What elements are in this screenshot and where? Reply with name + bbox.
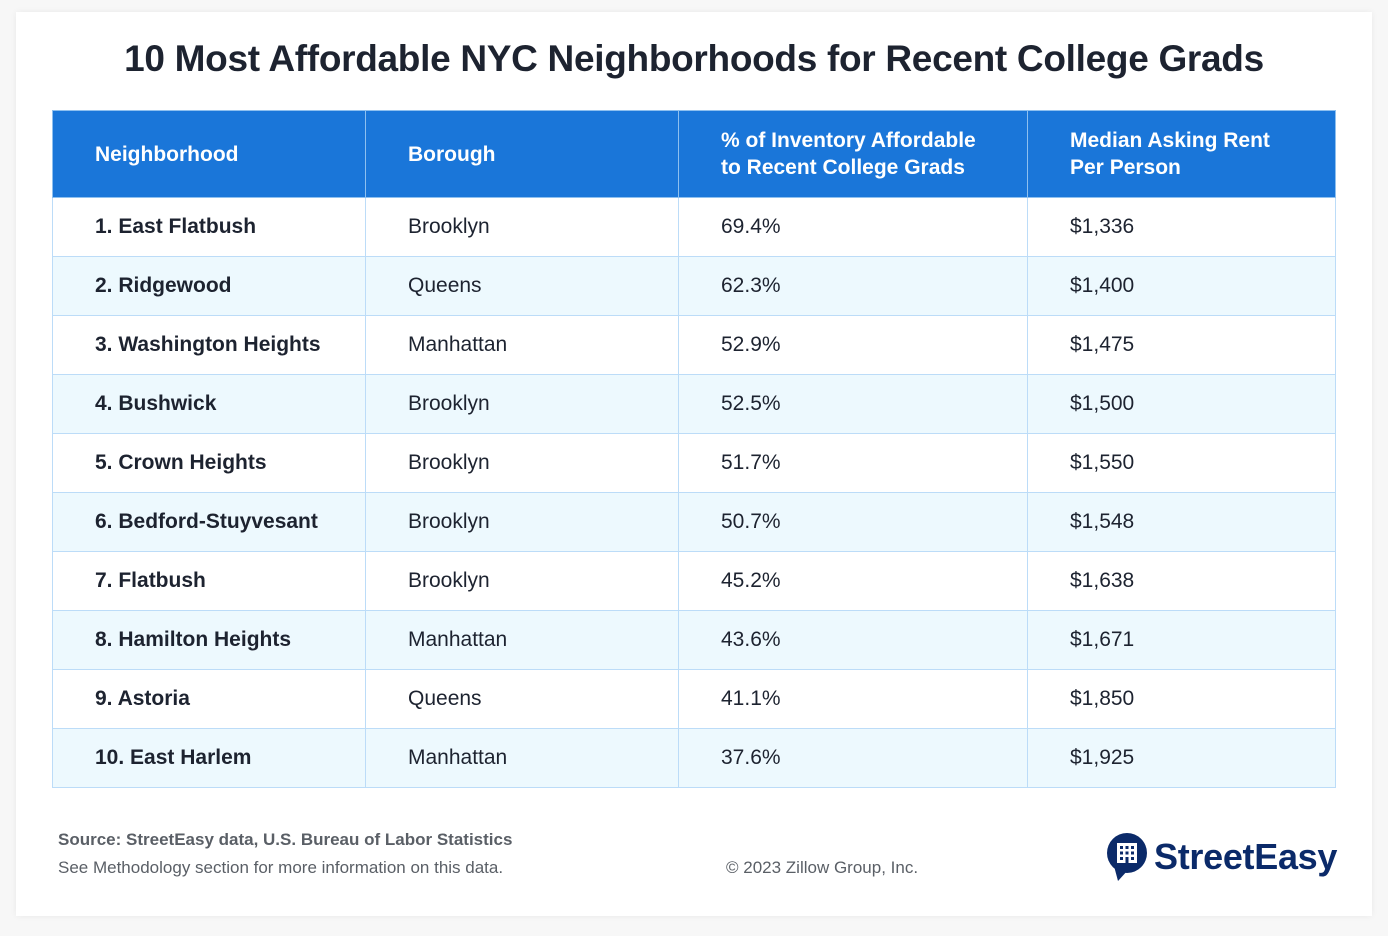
cell-borough: Manhattan <box>365 315 679 375</box>
header-borough: Borough <box>365 110 679 198</box>
cell-median-rent: $1,400 <box>1027 256 1336 316</box>
table-row: 1. East Flatbush Brooklyn 69.4% $1,336 <box>52 197 1336 257</box>
cell-borough: Queens <box>365 256 679 316</box>
header-percent-affordable: % of Inventory Affordable to Recent Colle… <box>678 110 1028 198</box>
cell-percent-affordable: 69.4% <box>678 197 1028 257</box>
cell-percent-affordable: 62.3% <box>678 256 1028 316</box>
cell-median-rent: $1,336 <box>1027 197 1336 257</box>
building-speech-bubble-icon <box>1107 833 1147 881</box>
table-row: 8. Hamilton Heights Manhattan 43.6% $1,671 <box>52 610 1336 670</box>
cell-percent-affordable: 50.7% <box>678 492 1028 552</box>
cell-neighborhood: 5. Crown Heights <box>52 433 366 493</box>
header-median-rent: Median Asking Rent Per Person <box>1027 110 1336 198</box>
cell-percent-affordable: 52.5% <box>678 374 1028 434</box>
cell-median-rent: $1,925 <box>1027 728 1336 788</box>
cell-borough: Queens <box>365 669 679 729</box>
table-row: 7. Flatbush Brooklyn 45.2% $1,638 <box>52 551 1336 611</box>
cell-borough: Brooklyn <box>365 197 679 257</box>
cell-median-rent: $1,671 <box>1027 610 1336 670</box>
table-row: 3. Washington Heights Manhattan 52.9% $1,47… <box>52 315 1336 375</box>
cell-percent-affordable: 37.6% <box>678 728 1028 788</box>
header-neighborhood: Neighborhood <box>52 110 366 198</box>
cell-borough: Brooklyn <box>365 433 679 493</box>
cell-neighborhood: 6. Bedford-Stuyvesant <box>52 492 366 552</box>
cell-neighborhood: 8. Hamilton Heights <box>52 610 366 670</box>
cell-borough: Brooklyn <box>365 492 679 552</box>
methodology-note: See Methodology section for more informa… <box>58 858 504 877</box>
cell-neighborhood: 2. Ridgewood <box>52 256 366 316</box>
cell-percent-affordable: 52.9% <box>678 315 1028 375</box>
streeteasy-logo: StreetEasy <box>1106 832 1337 882</box>
cell-neighborhood: 7. Flatbush <box>52 551 366 611</box>
cell-borough: Brooklyn <box>365 551 679 611</box>
page-title: 10 Most Affordable NYC Neighborhoods for… <box>124 38 1264 79</box>
source-note: Source: StreetEasy data, U.S. Bureau of … <box>58 830 513 849</box>
cell-median-rent: $1,500 <box>1027 374 1336 434</box>
cell-median-rent: $1,548 <box>1027 492 1336 552</box>
cell-percent-affordable: 45.2% <box>678 551 1028 611</box>
cell-neighborhood: 9. Astoria <box>52 669 366 729</box>
cell-neighborhood: 3. Washington Heights <box>52 315 366 375</box>
cell-borough: Manhattan <box>365 610 679 670</box>
cell-borough: Manhattan <box>365 728 679 788</box>
table-header-row: Neighborhood Borough % of Inventory Affo… <box>52 110 1336 198</box>
table-row: 9. Astoria Queens 41.1% $1,850 <box>52 669 1336 729</box>
cell-neighborhood: 1. East Flatbush <box>52 197 366 257</box>
table-row: 5. Crown Heights Brooklyn 51.7% $1,550 <box>52 433 1336 493</box>
cell-median-rent: $1,475 <box>1027 315 1336 375</box>
logo-text: StreetEasy <box>1154 836 1338 877</box>
cell-borough: Brooklyn <box>365 374 679 434</box>
neighborhoods-table: Neighborhood Borough % of Inventory Affo… <box>52 110 1336 788</box>
cell-percent-affordable: 51.7% <box>678 433 1028 493</box>
cell-median-rent: $1,850 <box>1027 669 1336 729</box>
copyright: © 2023 Zillow Group, Inc. <box>726 858 919 877</box>
table-row: 4. Bushwick Brooklyn 52.5% $1,500 <box>52 374 1336 434</box>
cell-percent-affordable: 43.6% <box>678 610 1028 670</box>
cell-median-rent: $1,550 <box>1027 433 1336 493</box>
cell-neighborhood: 4. Bushwick <box>52 374 366 434</box>
cell-median-rent: $1,638 <box>1027 551 1336 611</box>
table-row: 10. East Harlem Manhattan 37.6% $1,925 <box>52 728 1336 788</box>
cell-neighborhood: 10. East Harlem <box>52 728 366 788</box>
table-row: 2. Ridgewood Queens 62.3% $1,400 <box>52 256 1336 316</box>
table-row: 6. Bedford-Stuyvesant Brooklyn 50.7% $1,548 <box>52 492 1336 552</box>
cell-percent-affordable: 41.1% <box>678 669 1028 729</box>
